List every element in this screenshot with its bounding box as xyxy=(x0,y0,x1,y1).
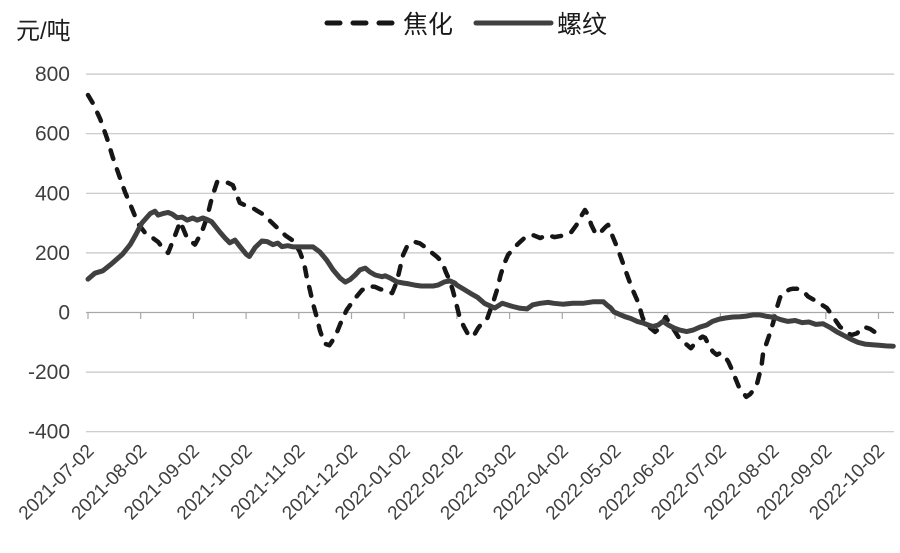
legend: 焦化 螺纹 xyxy=(324,11,607,39)
y-tick-label: 600 xyxy=(35,123,70,146)
legend-luowen-label: 螺纹 xyxy=(557,11,607,39)
jiaohua-series-line xyxy=(85,92,885,400)
plot-area: 8006004002000-200-4002021-07-022021-08-0… xyxy=(15,63,896,524)
luowen-series-line xyxy=(85,208,896,349)
y-tick-label: 400 xyxy=(35,182,70,205)
y-axis-unit-label: 元/吨 xyxy=(16,18,71,45)
y-tick-label: -200 xyxy=(28,361,70,384)
y-tick-label: 0 xyxy=(58,302,70,325)
y-tick-label: 800 xyxy=(35,63,70,86)
y-tick-label: 200 xyxy=(35,242,70,265)
legend-jiaohua-label: 焦化 xyxy=(403,11,453,39)
y-tick-label: -400 xyxy=(28,421,70,444)
